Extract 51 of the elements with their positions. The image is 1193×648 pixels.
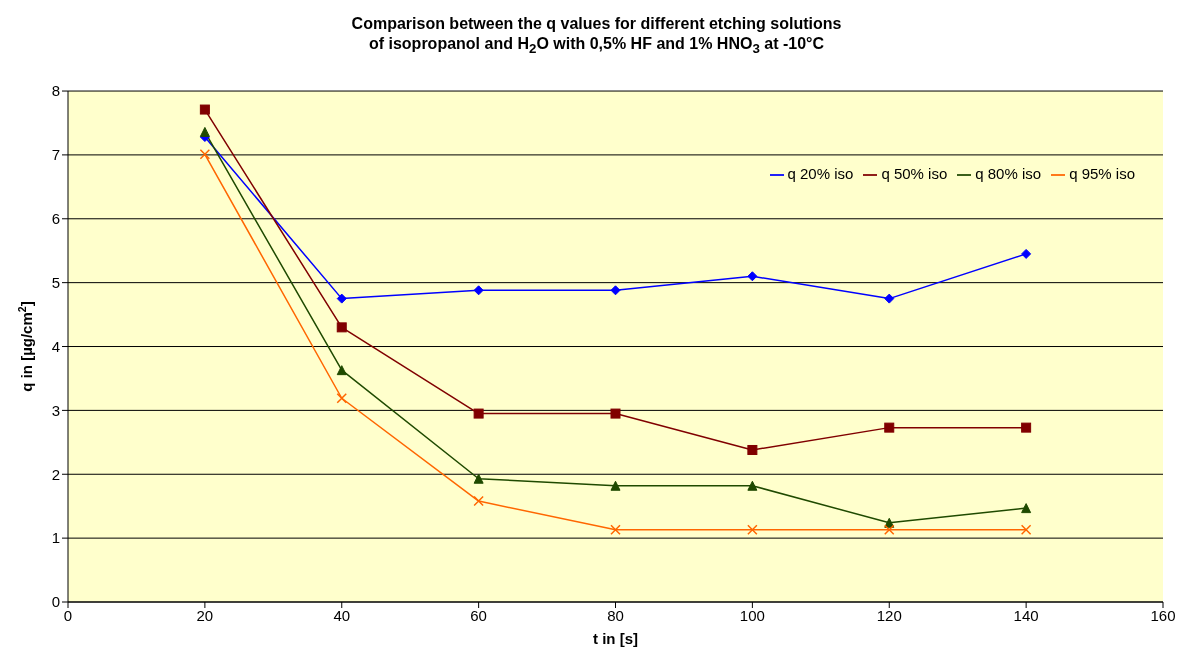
point bbox=[199, 104, 210, 115]
point bbox=[1021, 248, 1032, 259]
point bbox=[747, 524, 758, 536]
x-tick-label: 0 bbox=[63, 606, 73, 624]
point bbox=[610, 408, 621, 419]
point bbox=[1020, 524, 1032, 536]
y-tick-label: 0 bbox=[51, 593, 60, 611]
legend-label: q 50% iso bbox=[881, 165, 948, 182]
point bbox=[884, 422, 895, 433]
point bbox=[884, 293, 895, 304]
x-tick-label: 160 bbox=[1150, 606, 1176, 624]
legend-label: q 20% iso bbox=[787, 165, 854, 182]
point bbox=[473, 285, 484, 296]
point bbox=[473, 408, 484, 419]
point bbox=[199, 149, 211, 160]
x-tick-label: 20 bbox=[196, 606, 214, 624]
y-tick-label: 8 bbox=[51, 82, 60, 100]
point bbox=[747, 271, 758, 282]
point bbox=[336, 293, 347, 304]
point bbox=[336, 322, 347, 333]
point bbox=[610, 480, 621, 491]
legend-label: q 95% iso bbox=[1069, 165, 1135, 182]
x-axis-title: t in [s] bbox=[593, 630, 638, 647]
x-tick-label: 60 bbox=[470, 606, 487, 624]
point bbox=[336, 365, 347, 376]
point bbox=[610, 285, 621, 296]
legend-label: q 80% iso bbox=[975, 165, 1042, 182]
y-tick-label: 3 bbox=[51, 401, 60, 419]
point bbox=[884, 524, 895, 536]
point bbox=[199, 126, 210, 137]
y-tick-label: 7 bbox=[51, 146, 60, 164]
chart-title: Comparison between the q values for different etching solutions of isopropanol and H$_{2}$O with 0,5% HF and 1% HNO$_{3}$ at -10°C bbox=[350, 14, 843, 59]
point bbox=[336, 393, 347, 404]
point bbox=[473, 473, 484, 484]
x-tick-label: 140 bbox=[1013, 606, 1039, 624]
x-tick-label: 100 bbox=[739, 606, 765, 624]
y-tick-label: 2 bbox=[51, 465, 60, 483]
point bbox=[1021, 503, 1032, 514]
point bbox=[1021, 422, 1032, 433]
y-tick-label: 1 bbox=[51, 529, 60, 547]
point bbox=[884, 517, 895, 528]
point bbox=[747, 444, 758, 455]
point bbox=[747, 480, 758, 491]
x-tick-label: 40 bbox=[333, 606, 351, 624]
point bbox=[610, 524, 621, 536]
x-tick-label: 120 bbox=[876, 606, 902, 624]
y-tick-label: 4 bbox=[51, 337, 60, 355]
y-tick-label: 6 bbox=[51, 210, 60, 228]
x-tick-label: 80 bbox=[607, 606, 624, 624]
y-tick-label: 5 bbox=[51, 273, 60, 291]
point bbox=[473, 495, 484, 507]
